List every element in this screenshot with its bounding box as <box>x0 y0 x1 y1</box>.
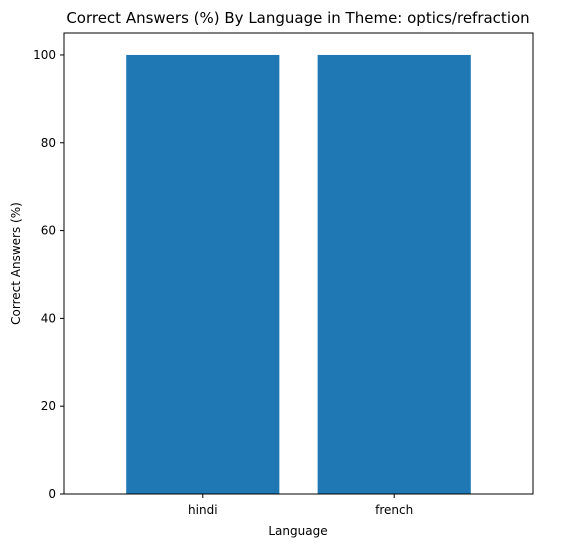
y-axis-label: Correct Answers (%) <box>9 202 23 325</box>
y-tick-label: 80 <box>41 136 56 150</box>
y-tick-label: 60 <box>41 224 56 238</box>
y-tick-label: 40 <box>41 311 56 325</box>
x-axis-ticks: hindi french <box>188 494 413 517</box>
y-tick-label: 20 <box>41 399 56 413</box>
plot-frame <box>63 32 534 495</box>
chart-title: Correct Answers (%) By Language in Theme… <box>66 9 529 27</box>
x-tick-label: french <box>375 503 413 517</box>
x-axis-label: Language <box>268 524 327 538</box>
x-tick-label: hindi <box>188 503 218 517</box>
y-axis-ticks: 0 20 40 60 80 100 <box>33 48 64 501</box>
bar-french <box>317 54 471 494</box>
bar-hindi <box>126 54 280 494</box>
y-tick-label: 100 <box>33 48 56 62</box>
bars-layer <box>126 54 471 494</box>
y-tick-label: 0 <box>48 487 56 501</box>
